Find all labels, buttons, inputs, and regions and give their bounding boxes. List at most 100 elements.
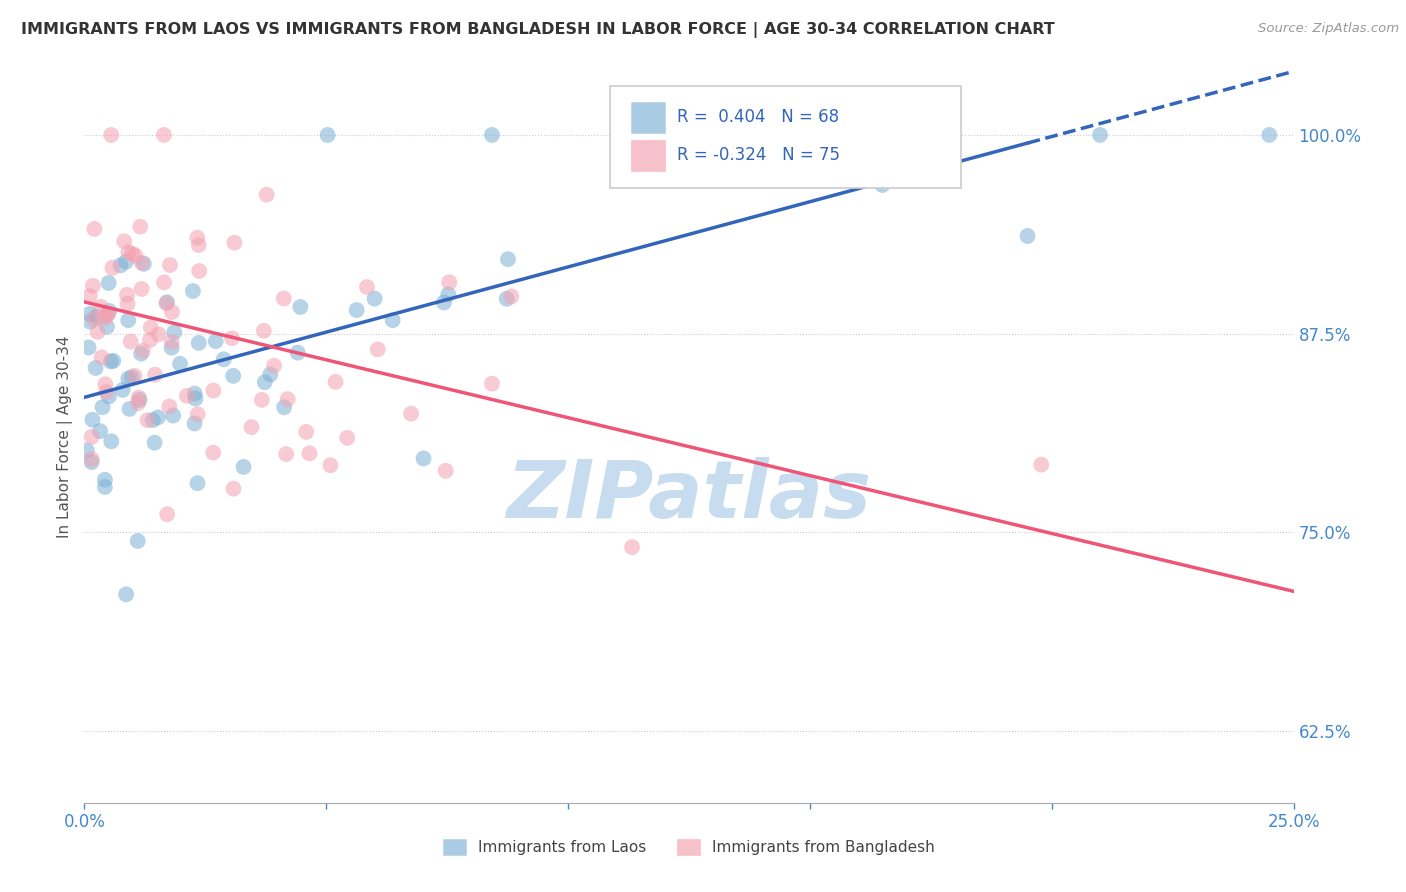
Point (136, 413, 159, 427)
Point (94, 480, 117, 494)
Point (256, 187, 278, 202)
Point (434, 464, 457, 478)
FancyBboxPatch shape (631, 140, 665, 171)
Text: Source: ZipAtlas.com: Source: ZipAtlas.com (1258, 22, 1399, 36)
Point (93, 310, 115, 325)
Point (253, 324, 276, 338)
Point (94, 384, 117, 399)
Point (221, 331, 243, 345)
Point (621, 540, 644, 554)
Point (110, 258, 132, 272)
Point (91, 400, 114, 414)
Point (295, 425, 318, 439)
Point (146, 410, 169, 425)
Point (872, 178, 894, 192)
Point (86, 325, 108, 339)
Point (163, 326, 186, 340)
Point (94, 473, 117, 487)
Point (131, 282, 153, 296)
Point (117, 313, 139, 327)
Point (495, 292, 517, 306)
Legend: Immigrants from Laos, Immigrants from Bangladesh: Immigrants from Laos, Immigrants from Ba… (437, 833, 941, 861)
Point (153, 276, 176, 290)
Point (128, 392, 150, 407)
Point (84, 361, 107, 376)
Point (127, 533, 149, 548)
Point (115, 254, 138, 268)
Point (153, 128, 176, 142)
Point (77, 341, 100, 355)
Text: R =  0.404   N = 68: R = 0.404 N = 68 (676, 109, 839, 127)
Point (117, 371, 139, 385)
Point (325, 375, 347, 389)
Point (399, 407, 422, 421)
Point (433, 295, 456, 310)
Point (80, 430, 103, 444)
Point (160, 334, 183, 349)
Point (1017, 229, 1039, 244)
Point (98, 304, 121, 318)
Point (204, 334, 226, 348)
Point (132, 257, 155, 271)
Text: IMMIGRANTS FROM LAOS VS IMMIGRANTS FROM BANGLADESH IN LABOR FORCE | AGE 30-34 CO: IMMIGRANTS FROM LAOS VS IMMIGRANTS FROM … (21, 22, 1054, 38)
Point (160, 341, 183, 355)
Point (94, 377, 117, 392)
Point (181, 284, 204, 298)
Point (100, 434, 122, 449)
Point (186, 476, 208, 491)
Point (481, 128, 503, 142)
Point (96, 309, 118, 323)
Point (112, 234, 135, 248)
Point (319, 458, 342, 473)
Point (120, 334, 142, 349)
Point (202, 384, 225, 398)
Point (111, 383, 134, 397)
Point (100, 128, 122, 142)
Point (83, 222, 105, 236)
Point (1258, 128, 1281, 142)
FancyBboxPatch shape (610, 86, 962, 188)
Point (139, 320, 162, 334)
Point (232, 459, 254, 474)
Point (346, 303, 368, 318)
Point (142, 413, 165, 427)
Text: ZIPatlas: ZIPatlas (506, 457, 872, 534)
Point (124, 368, 146, 383)
Point (176, 389, 198, 403)
Point (240, 420, 263, 434)
Point (250, 392, 273, 407)
Point (83, 312, 105, 326)
Point (187, 407, 209, 421)
Point (287, 345, 309, 359)
Point (381, 313, 404, 327)
Point (212, 352, 235, 367)
Point (79, 315, 101, 329)
Point (143, 368, 166, 382)
Point (496, 252, 519, 267)
Point (115, 288, 138, 302)
Point (90, 351, 112, 365)
Point (97, 389, 120, 403)
Point (222, 368, 245, 383)
Point (276, 447, 298, 461)
Point (162, 409, 184, 423)
Point (100, 354, 122, 368)
Point (187, 238, 209, 252)
Point (253, 375, 276, 389)
Point (356, 280, 378, 294)
Point (131, 256, 153, 270)
Point (103, 354, 125, 368)
Point (90, 300, 112, 314)
Point (121, 370, 143, 384)
Point (132, 343, 155, 358)
Point (128, 391, 150, 405)
FancyBboxPatch shape (631, 102, 665, 133)
Point (156, 508, 179, 522)
Point (117, 245, 139, 260)
Point (143, 435, 166, 450)
Point (97, 276, 120, 290)
Point (263, 359, 285, 373)
Point (481, 376, 503, 391)
Point (129, 346, 152, 360)
Point (186, 231, 208, 245)
